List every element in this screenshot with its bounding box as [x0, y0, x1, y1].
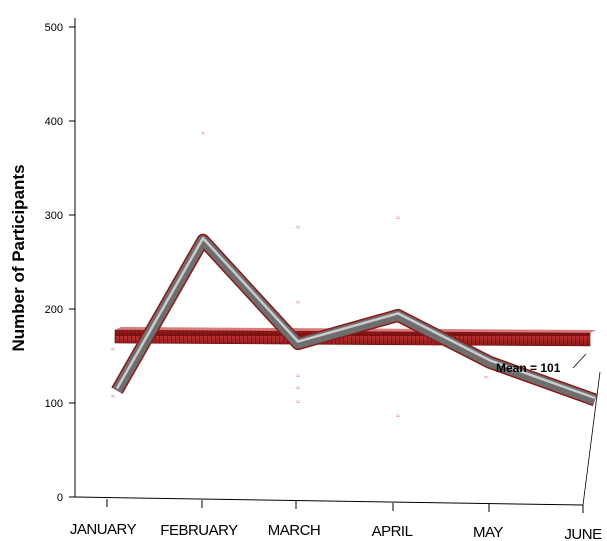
data-marker-march-0: ≈ — [296, 224, 300, 231]
x-axis-line — [74, 496, 584, 506]
data-marker-february-0: ≈ — [201, 130, 205, 137]
data-markers: ≈≈≈≈≈≈≈≈≈≈≈≈≈ — [111, 130, 488, 420]
mean-annotation: Mean = 101 — [496, 353, 587, 375]
y-tick-label-200: 200 — [45, 304, 63, 316]
x-ticks: JANUARY FEBRUARY MARCH APRIL MAY JUNE — [70, 499, 603, 541]
line-series — [111, 233, 598, 407]
data-marker-march-4: ≈ — [296, 399, 300, 406]
y-axis-title: Number of Participants — [9, 164, 28, 351]
data-marker-march-1: ≈ — [296, 299, 300, 306]
y-tick-label-300: 300 — [45, 210, 63, 222]
y-tick-label-100: 100 — [45, 398, 63, 410]
x-tick-label-february: FEBRUARY — [160, 522, 238, 539]
data-marker-march-2: ≈ — [296, 373, 300, 380]
x-tick-label-june: JUNE — [564, 526, 602, 541]
data-marker-january-1: ≈ — [111, 346, 115, 353]
x-tick-label-march: MARCH — [268, 522, 321, 539]
depth-edge-line — [582, 371, 601, 506]
y-ticks: 0 100 200 300 400 500 — [45, 22, 75, 504]
data-marker-april-0: ≈ — [396, 215, 400, 222]
x-tick-label-may: MAY — [473, 524, 503, 541]
y-tick-label-400: 400 — [45, 116, 63, 128]
y-tick-label-500: 500 — [45, 22, 63, 34]
mean-label: Mean = 101 — [496, 361, 561, 375]
mean-leader-line — [572, 353, 587, 369]
series-line-highlight — [115, 236, 596, 400]
x-tick-label-january: JANUARY — [70, 521, 137, 538]
data-marker-march-3: ≈ — [296, 385, 300, 392]
data-marker-may-0: ≈ — [484, 375, 488, 382]
y-tick-label-0: 0 — [57, 492, 63, 504]
data-marker-april-2: ≈ — [396, 413, 400, 420]
axes — [74, 18, 601, 506]
x-tick-label-april: APRIL — [372, 523, 413, 540]
data-marker-january-0: ≈ — [111, 393, 115, 400]
